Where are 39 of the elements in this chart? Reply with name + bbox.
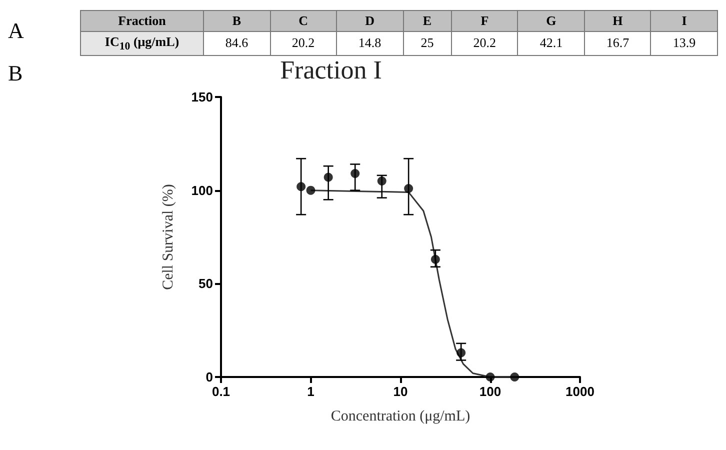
- category-label: E: [403, 10, 452, 32]
- point: [377, 176, 386, 186]
- x-tick-label: 100: [479, 384, 502, 399]
- data-label: 84.6: [204, 32, 270, 56]
- point: [350, 169, 360, 178]
- text: IC$_{10}$ (μg/mL): [80, 32, 204, 56]
- text: A: [8, 18, 24, 44]
- text: Fraction: [80, 10, 204, 32]
- x-tick-label: 10: [393, 384, 408, 399]
- data-label: 13.9: [650, 32, 718, 56]
- data-label: 14.8: [336, 32, 404, 56]
- data-label: 42.1: [518, 32, 584, 56]
- data-label: 20.2: [270, 32, 337, 56]
- point: [324, 172, 333, 182]
- point: [430, 254, 440, 264]
- text: B: [8, 60, 23, 86]
- category-label: I: [650, 10, 718, 32]
- data-label: 25: [403, 32, 452, 56]
- point: [404, 184, 414, 193]
- category-label: B: [204, 10, 270, 32]
- y-tick-label: 0: [206, 370, 213, 384]
- category-label: H: [584, 10, 651, 32]
- x-tick-label: 1000: [566, 384, 594, 399]
- x-tick-label: 1: [307, 384, 314, 399]
- point: [456, 348, 466, 358]
- x-axis-title: Concentration (μg/mL): [330, 408, 470, 424]
- y-axis-title: Cell Survival (%): [160, 184, 176, 290]
- category-label: G: [518, 10, 584, 32]
- category-label: C: [270, 10, 337, 32]
- y-tick-label: 100: [191, 182, 213, 198]
- category-label: F: [451, 10, 518, 32]
- point: [510, 372, 520, 382]
- x-tick-label: 0.1: [212, 384, 230, 399]
- y-tick-label: 50: [198, 276, 213, 292]
- data-label: 20.2: [451, 32, 518, 56]
- data-label: 16.7: [584, 32, 651, 56]
- chart-title: Fraction I: [280, 56, 382, 84]
- y-tick-label: 150: [191, 90, 213, 104]
- category-label: D: [336, 10, 404, 32]
